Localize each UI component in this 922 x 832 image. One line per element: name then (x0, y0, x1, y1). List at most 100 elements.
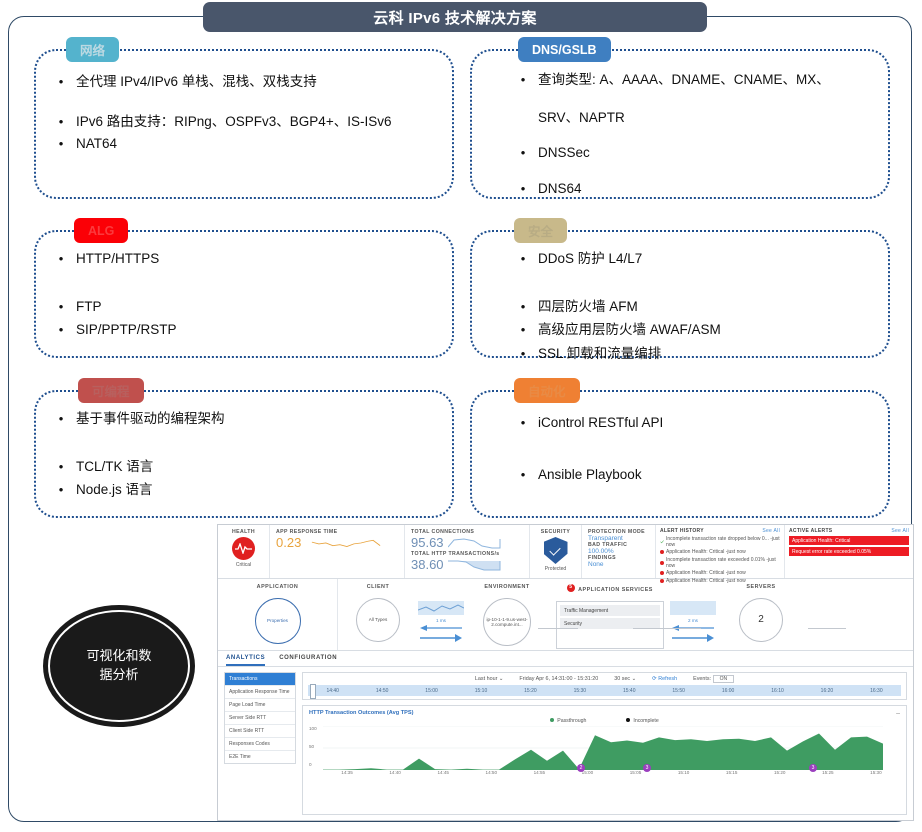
chart-plot: 100 50 0 14:35 14:40 14:45 14:50 14:55 1… (309, 726, 900, 775)
list-item-label: Node.js 语言 (76, 482, 153, 498)
collapse-icon[interactable]: – (896, 710, 900, 717)
tab-configuration[interactable]: CONFIGURATION (279, 655, 338, 661)
active-alerts-see-all-link[interactable]: See All (891, 528, 909, 534)
list-item: • SSL 卸载和流量编排 (508, 345, 878, 363)
alert-history-see-all-link[interactable]: See All (762, 528, 780, 534)
bullet-icon: • (520, 181, 526, 197)
bullet-icon: • (58, 74, 64, 89)
events-toggle[interactable]: ON (712, 675, 735, 683)
list-item-responses-codes[interactable]: Responses Codes (225, 738, 295, 751)
timeline-tick: 15:20 (524, 687, 537, 694)
analytics-metric-list: Transactions Application Response Time P… (224, 672, 296, 764)
timeline-tick: 16:10 (771, 687, 784, 694)
sparkline-art (312, 539, 381, 547)
timeline-tick: 16:20 (820, 687, 834, 694)
bullet-icon: • (58, 114, 64, 130)
range-select[interactable]: Last hour ⌄ (474, 676, 504, 682)
shield-check-icon (543, 537, 568, 564)
topology-row: APPLICATION Properties CLIENT All Types … (218, 579, 913, 651)
kpi-security: SECURITY Protected (530, 525, 582, 578)
critical-icon (660, 578, 664, 583)
legend-entry-incomplete[interactable]: Incomplete (626, 718, 659, 724)
application-node[interactable]: Properties (254, 598, 301, 644)
servers-label: SERVERS (746, 584, 776, 590)
list-item-application-response-time[interactable]: Application Response Time (225, 686, 295, 699)
y-tick-50: 50 (309, 744, 315, 749)
kpi-health-label: HEALTH (231, 529, 256, 535)
bullet-icon: • (520, 299, 526, 315)
list-item: • IPv6 路由支持：RIPng、OSPFv3、BGP4+、IS-ISv6 (46, 113, 442, 131)
alert-item: Application Health: Critical -just now (660, 578, 780, 584)
bullet-icon: • (58, 411, 64, 426)
list-item-label: DNS64 (538, 181, 582, 197)
servers-count-node[interactable]: 2 (739, 598, 783, 642)
badge-inner: 可视化和数 据分析 (48, 610, 190, 722)
refresh-icon: ⟳ (652, 676, 657, 682)
active-alert-badge[interactable]: Application Health: Critical (789, 536, 909, 545)
list-item: • HTTP/HTTPS (46, 250, 442, 268)
topology-application: APPLICATION Properties (218, 579, 338, 650)
kpi-conn-label: TOTAL CONNECTIONS (411, 529, 475, 535)
card-header-security: 安全 (514, 218, 568, 243)
x-tick: 15:15 (725, 770, 738, 775)
chart-legend: Passthrough Incomplete (309, 718, 900, 724)
visualization-badge: 可视化和数 据分析 (43, 605, 195, 727)
kpi-security-label: SECURITY (540, 529, 571, 535)
tab-analytics[interactable]: ANALYTICS (226, 655, 266, 666)
chart-event-pin[interactable]: 2 (577, 764, 585, 772)
traffic-sparkline-client (418, 601, 464, 615)
list-item: • DDoS 防护 L4/L7 (508, 250, 878, 268)
x-tick: 15:10 (677, 770, 690, 775)
legend-entry-passthrough[interactable]: Passthrough (550, 718, 586, 724)
alert-item: Application Health: Critical -just now (660, 570, 780, 576)
interval-select[interactable]: 30 sec ⌄ (614, 676, 637, 682)
list-item-label: NAT64 (76, 136, 118, 152)
sparkline-connections (447, 538, 501, 549)
bullet-icon: • (58, 136, 64, 152)
page-title: 云科 IPv6 技术解决方案 (203, 2, 707, 32)
chart-event-pin[interactable]: 3 (809, 764, 817, 772)
x-tick: 14:35 (341, 770, 353, 775)
kpi-connections-group: TOTAL CONNECTIONS 95.63 TOTAL HTTP TRANS… (405, 525, 530, 578)
legend-swatch (626, 718, 631, 722)
x-tick: 14:45 (437, 770, 449, 775)
bullet-icon: • (58, 459, 64, 475)
environment-node[interactable]: ip-10-1-1-9.us-west-2.compute.int... (483, 598, 531, 646)
list-item-transactions[interactable]: Transactions (225, 673, 295, 686)
service-row-security[interactable]: Security (560, 618, 660, 629)
timeline-tick: 15:30 (573, 687, 587, 694)
list-item-label: DDoS 防护 L4/L7 (538, 251, 643, 266)
list-item-server-side-rtt[interactable]: Server Side RTT (225, 712, 295, 725)
timeline-tick: 14:50 (375, 687, 389, 694)
active-alert-badge[interactable]: Request error rate exceeded 0.05% (789, 547, 909, 556)
client-label: CLIENT (366, 584, 390, 590)
critical-icon (660, 560, 664, 565)
chart-event-pin[interactable]: 3 (643, 764, 651, 772)
timeline-tick: 15:50 (672, 687, 685, 694)
services-label: APPLICATION SERVICES (578, 587, 653, 593)
analytics-body: Transactions Application Response Time P… (218, 667, 913, 820)
kpi-app-response-time: APP RESPONSE TIME 0.23 (270, 525, 405, 578)
analytics-panel: ANALYTICS CONFIGURATION Transactions App… (218, 651, 913, 820)
list-item-client-side-rtt[interactable]: Client Side RTT (225, 725, 295, 738)
client-node[interactable]: All Types (356, 598, 400, 642)
bullet-icon: • (58, 482, 64, 498)
list-item-page-load-time[interactable]: Page Load Time (225, 699, 295, 712)
list-item-label: 查询类型: A、AAAA、DNAME、CNAME、MX、 (538, 72, 830, 87)
card-header-dns-gslb: DNS/GSLB (518, 37, 611, 62)
client-latency-label: 1 ms (436, 618, 446, 623)
service-row-traffic-management[interactable]: Traffic Management (560, 605, 660, 616)
timeline-tick: 15:00 (425, 687, 438, 694)
card-header-programmability: 可编程 (78, 378, 144, 403)
refresh-button[interactable]: ⟳ Refresh (652, 676, 678, 682)
y-tick-100: 100 (309, 726, 317, 731)
timeline-tick: 14:40 (326, 687, 339, 694)
services-label-row: APPLICATION SERVICES (567, 584, 653, 593)
list-item-e2e-time[interactable]: E2E Time (229, 754, 251, 760)
list-item: • DNS64 (508, 180, 878, 198)
server-latency-label: 2 ms (688, 618, 698, 623)
timeline-track[interactable]: 14:40 14:50 15:00 15:10 15:20 15:30 15:4… (308, 684, 901, 699)
list-item: • SIP/PPTP/RSTP (46, 321, 442, 339)
timeline-handle[interactable] (310, 684, 316, 699)
timeline-tick: 15:40 (622, 687, 636, 694)
